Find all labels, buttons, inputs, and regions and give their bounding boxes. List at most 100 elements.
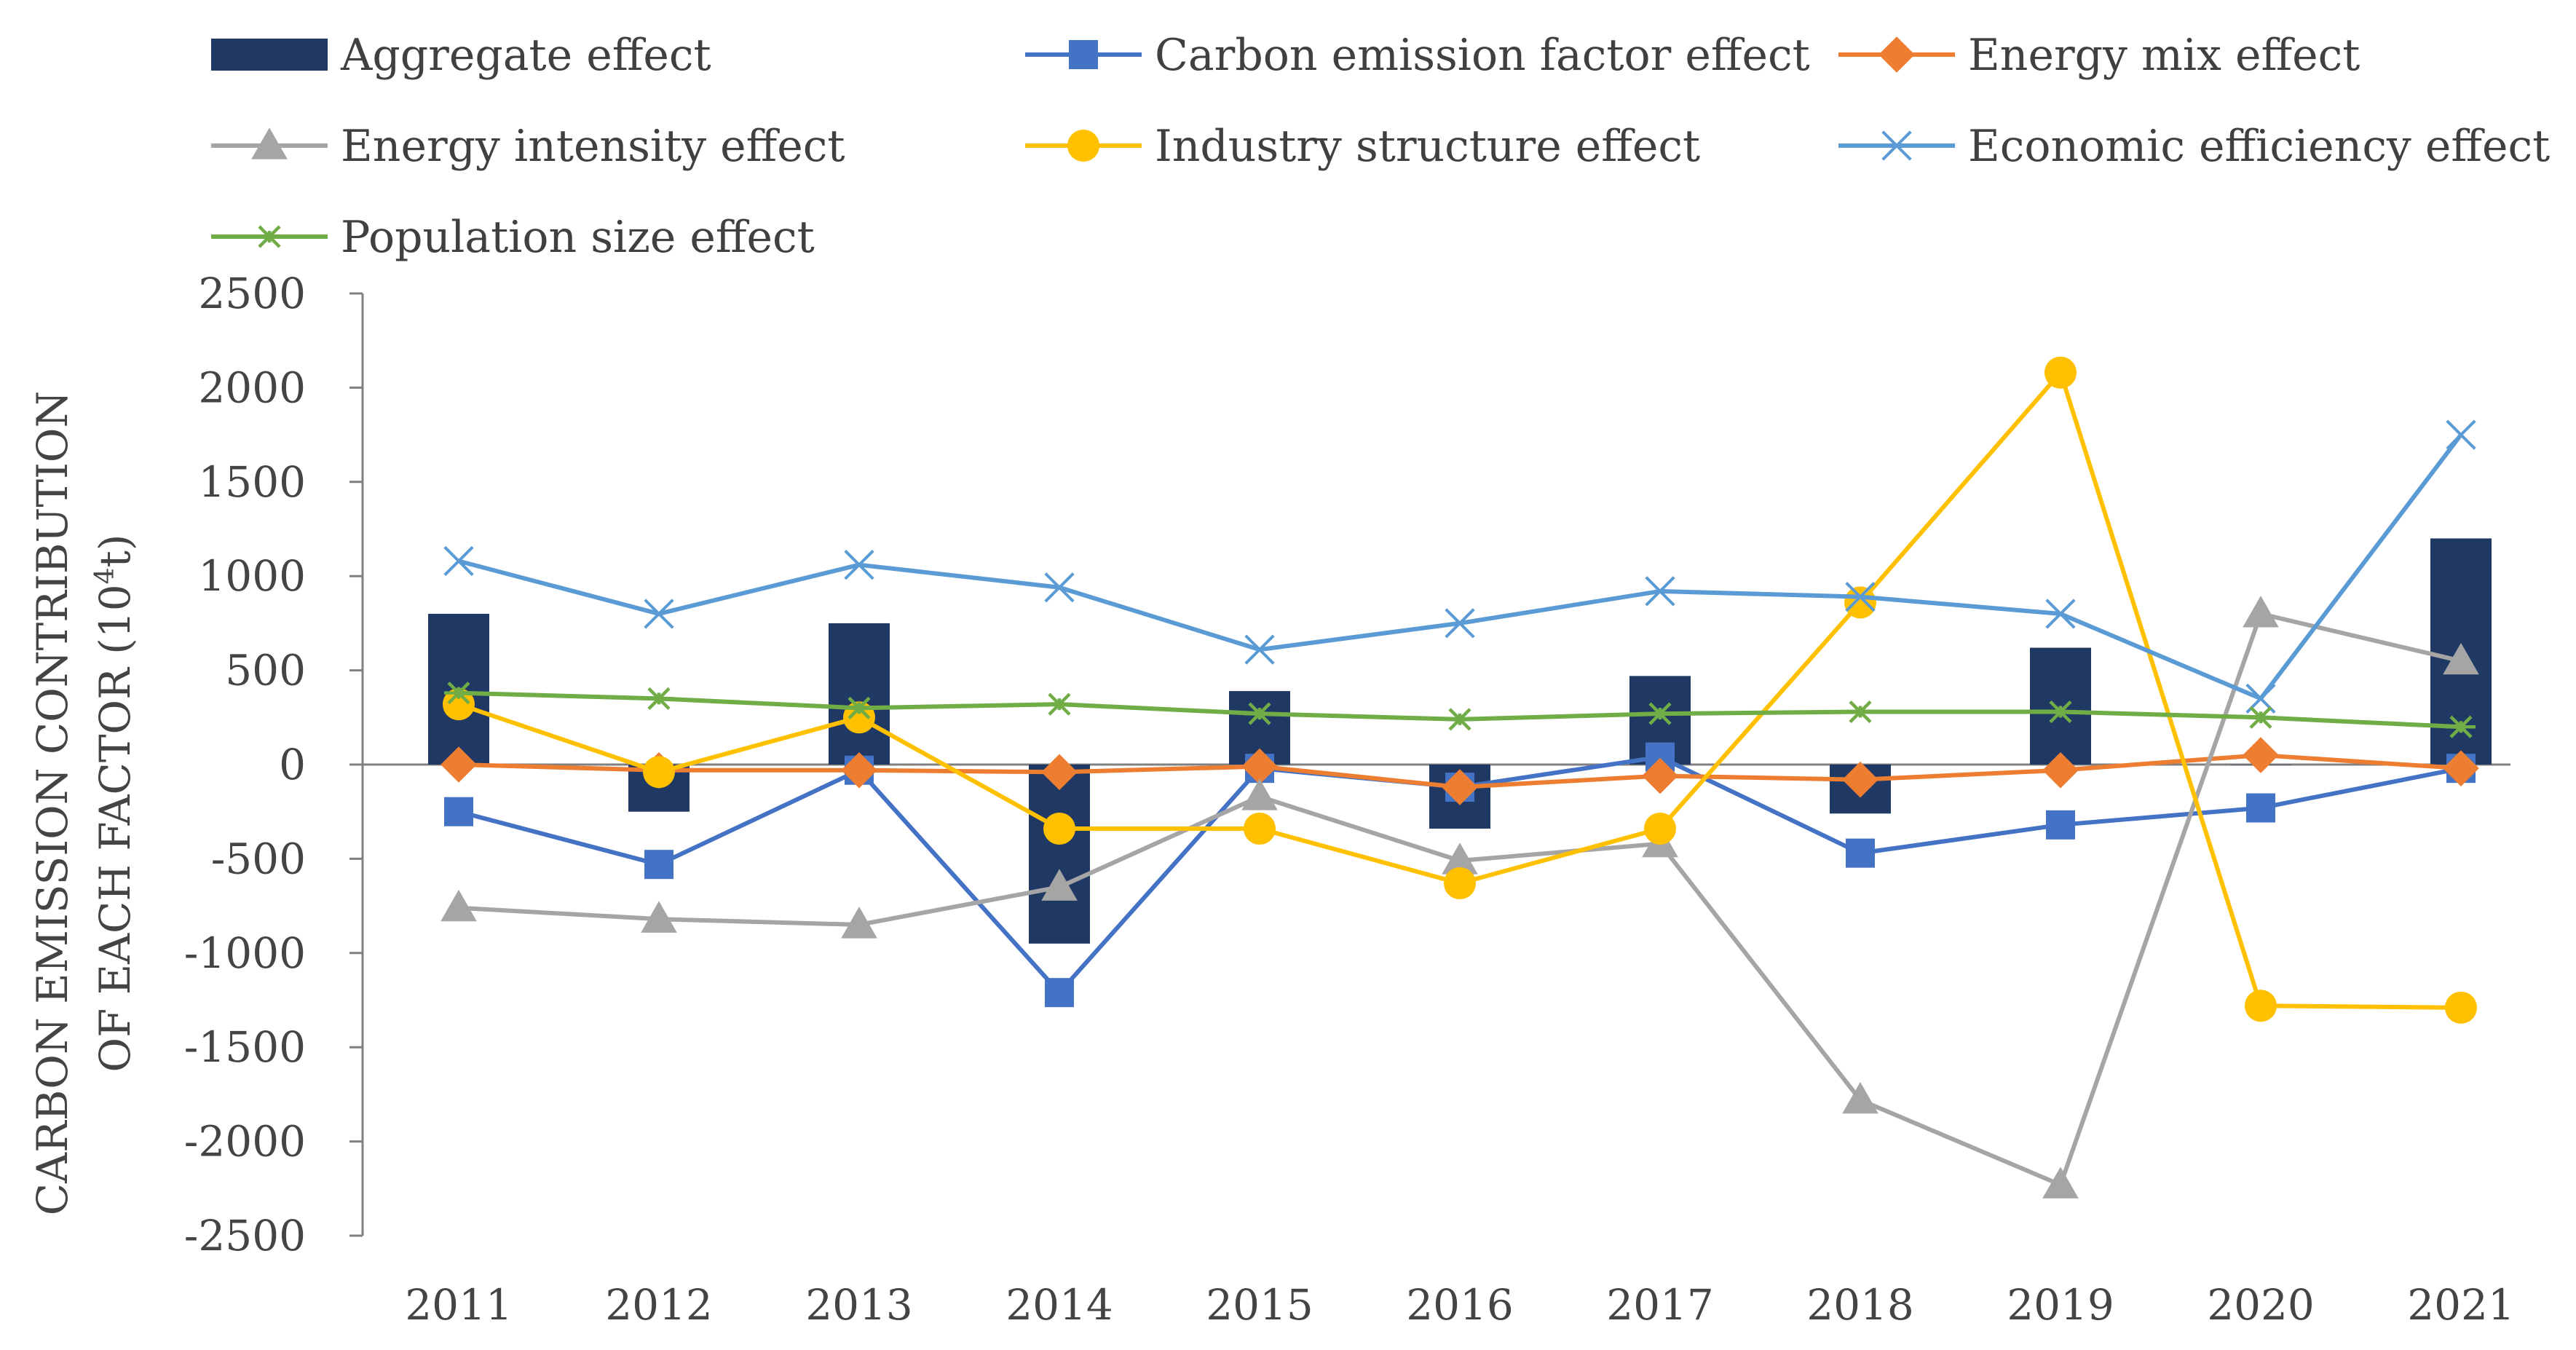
point-industry-structure-effect [643, 756, 675, 789]
point-energy-intensity-effect [1842, 1081, 1878, 1114]
point-energy-mix-effect [1642, 757, 1678, 794]
point-economic-efficiency-effect [2045, 599, 2076, 629]
y-axis-label-unit-base: 10 [90, 584, 140, 638]
line-industry-structure-effect [458, 370, 2462, 1010]
legend-label-carbon-emission-factor-effect: Carbon emission factor effect [1155, 30, 1810, 81]
point-energy-intensity-effect [440, 889, 477, 922]
point-industry-structure-effect [1043, 812, 1075, 845]
x-tick-label: 2015 [1206, 1280, 1313, 1330]
point-carbon-emission-factor-effect [644, 850, 673, 880]
y-axis-label-unit-sup: 4 [90, 567, 120, 584]
legend: Aggregate effect Carbon emission factor e… [211, 30, 2550, 263]
point-industry-structure-effect [2044, 356, 2077, 389]
legend-label-economic-efficiency-effect: Economic efficiency effect [1968, 121, 2550, 172]
legend-item-energy-intensity-effect: Energy intensity effect [211, 121, 845, 172]
point-energy-intensity-effect [2042, 1167, 2079, 1199]
point-population-size-effect [444, 682, 473, 705]
point-population-size-effect [1846, 700, 1875, 724]
bar-aggregate-effect [1029, 765, 1090, 944]
legend-label-population-size-effect: Population size effect [341, 212, 815, 263]
point-population-size-effect [1245, 702, 1274, 725]
legend-marker-carbon-emission-factor-effect [1069, 40, 1098, 69]
point-population-size-effect [2046, 700, 2075, 724]
x-tick-label: 2017 [1606, 1280, 1714, 1330]
y-tick-label: -2500 [184, 1211, 306, 1260]
point-energy-mix-effect [2443, 750, 2479, 786]
point-population-size-effect [644, 687, 673, 711]
x-tick-label: 2013 [805, 1280, 913, 1330]
y-axis-label-unit-tail: t) [90, 534, 140, 568]
y-tick-label: -500 [211, 834, 306, 883]
y-tick-label: 2500 [198, 269, 306, 318]
point-economic-efficiency-effect [1445, 608, 1475, 639]
point-industry-structure-effect [1844, 586, 1876, 619]
y-tick-label: 0 [279, 740, 306, 789]
point-energy-intensity-effect [1442, 842, 1478, 875]
y-tick-label: -1500 [184, 1022, 306, 1072]
x-tick-label: 2014 [1005, 1280, 1113, 1330]
y-tick-label: 2000 [198, 363, 306, 412]
legend-marker-energy-intensity-effect [251, 127, 288, 159]
legend-item-carbon-emission-factor-effect: Carbon emission factor effect [1025, 30, 1810, 81]
legend-swatch-aggregate-effect [211, 39, 328, 71]
point-economic-efficiency-effect [443, 545, 474, 577]
x-tick-label: 2016 [1406, 1280, 1514, 1330]
point-economic-efficiency-effect [1244, 634, 1275, 665]
legend-label-energy-mix-effect: Energy mix effect [1968, 30, 2360, 81]
series-energy-intensity-effect [440, 596, 2479, 1199]
point-industry-structure-effect [1644, 812, 1676, 845]
point-carbon-emission-factor-effect [1045, 978, 1074, 1008]
bars [428, 538, 2492, 944]
point-industry-structure-effect [2245, 990, 2277, 1022]
point-economic-efficiency-effect [2446, 419, 2476, 450]
point-energy-intensity-effect [2243, 596, 2279, 628]
legend-item-aggregate-effect: Aggregate effect [211, 30, 711, 81]
y-tick-label: 500 [225, 646, 306, 695]
point-population-size-effect [1445, 708, 1474, 731]
y-tick-label: 1500 [198, 457, 306, 507]
bar-aggregate-effect [829, 623, 890, 765]
line-economic-efficiency-effect [458, 433, 2463, 701]
point-energy-intensity-effect [841, 907, 877, 939]
legend-marker-energy-mix-effect [1878, 36, 1915, 73]
point-industry-structure-effect [443, 688, 475, 721]
point-population-size-effect [1045, 692, 1074, 716]
point-energy-intensity-effect [1041, 869, 1078, 901]
legend-label-industry-structure-effect: Industry structure effect [1155, 121, 1700, 172]
point-economic-efficiency-effect [644, 599, 674, 629]
axes: 2500 2000 1500 1000 500 0 -500 -1000 -1500 -2000 -… [184, 269, 2515, 1330]
point-energy-mix-effect [1041, 754, 1078, 791]
x-tick-label: 2011 [405, 1280, 513, 1330]
point-carbon-emission-factor-effect [1846, 838, 1875, 868]
point-energy-intensity-effect [1241, 778, 1278, 810]
point-energy-mix-effect [2243, 737, 2279, 773]
point-population-size-effect [845, 696, 874, 719]
y-tick-label: -1000 [184, 928, 306, 978]
point-energy-mix-effect [440, 746, 477, 783]
legend-label-energy-intensity-effect: Energy intensity effect [341, 121, 845, 172]
point-energy-mix-effect [1241, 748, 1278, 785]
lines [440, 356, 2479, 1199]
legend-item-industry-structure-effect: Industry structure effect [1025, 121, 1700, 172]
point-industry-structure-effect [1244, 812, 1276, 845]
point-energy-intensity-effect [641, 901, 677, 933]
legend-item-population-size-effect: Population size effect [211, 212, 815, 263]
point-population-size-effect [1645, 702, 1675, 725]
point-industry-structure-effect [1444, 867, 1476, 900]
point-carbon-emission-factor-effect [2246, 793, 2275, 823]
y-axis-label: CARBON EMISSION CONTRIBUTION OF EACH FAC… [28, 391, 140, 1215]
y-tick-label: -2000 [184, 1117, 306, 1167]
series-economic-efficiency-effect [443, 419, 2476, 714]
series-population-size-effect [444, 682, 2476, 738]
point-industry-structure-effect [2445, 991, 2477, 1024]
legend-marker-industry-structure-effect [1067, 130, 1099, 162]
point-economic-efficiency-effect [1044, 572, 1075, 603]
point-population-size-effect [2446, 715, 2476, 738]
point-carbon-emission-factor-effect [2046, 810, 2075, 840]
x-tick-label: 2019 [2007, 1280, 2114, 1330]
point-energy-mix-effect [2042, 751, 2079, 789]
legend-marker-population-size-effect [255, 225, 284, 248]
point-economic-efficiency-effect [844, 550, 874, 580]
y-axis-label-line-1: CARBON EMISSION CONTRIBUTION [28, 391, 77, 1215]
point-economic-efficiency-effect [1645, 576, 1675, 607]
